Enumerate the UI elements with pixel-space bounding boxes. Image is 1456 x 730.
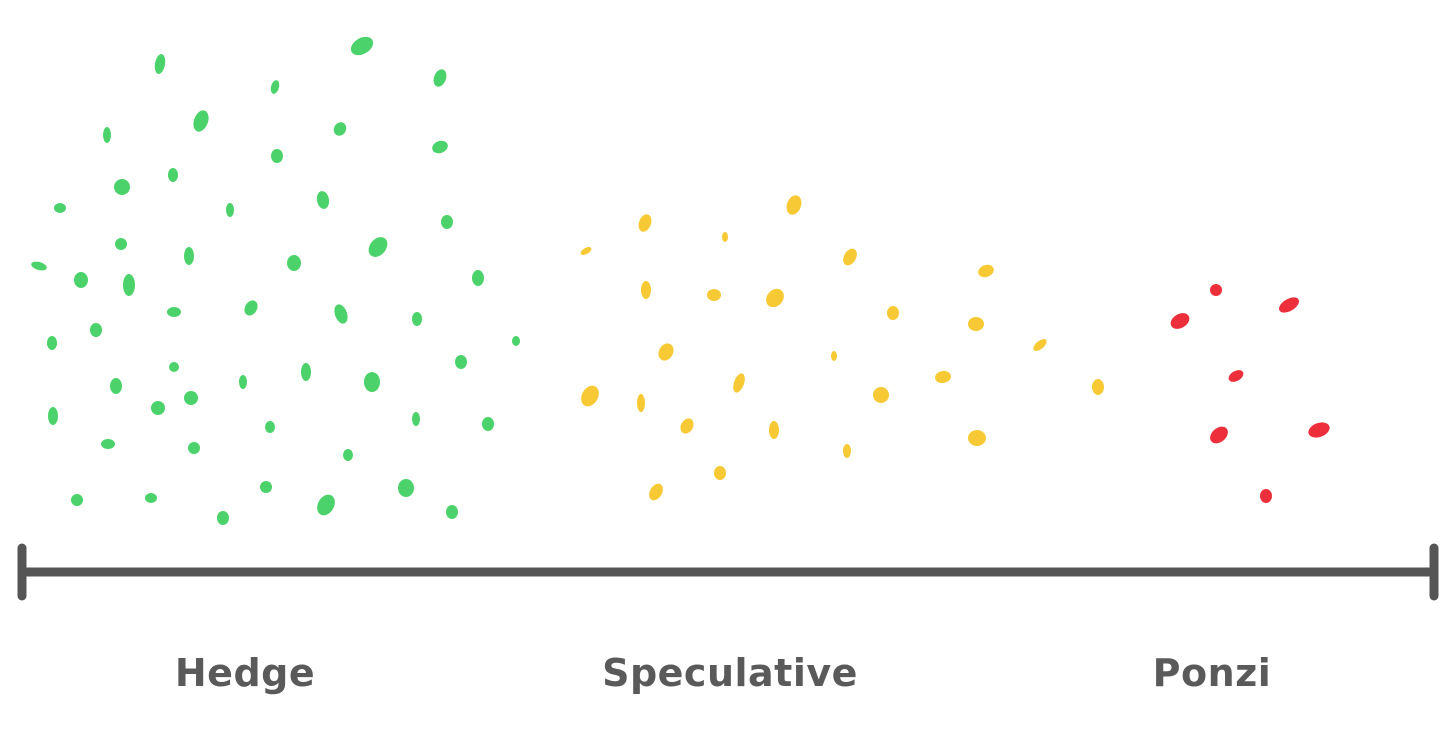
speculative-dot [722,232,728,242]
speculative-dot [1033,339,1047,351]
hedge-dot [301,363,311,381]
hedge-dot [184,247,194,265]
hedge-dot [333,122,347,136]
hedge-dot [47,336,57,350]
speculative-dot [641,281,651,299]
hedge-dot [193,110,209,132]
hedge-dot [412,312,422,326]
speculative-dot [649,483,663,501]
hedge-dot [167,307,181,317]
speculative-dots-cluster [580,195,1104,501]
speculative-dot [766,288,784,308]
hedge-dot [123,274,135,296]
speculative-dot [831,351,837,361]
ponzi-label: Ponzi [1152,651,1272,695]
hedge-dot [168,168,178,182]
hedge-label: Hedge [174,651,316,695]
hedge-dot [446,505,458,519]
hedge-dot [455,355,467,369]
hedge-dot [441,215,453,229]
hedge-dot [110,378,122,394]
speculative-dot [935,370,951,384]
hedge-dot [265,421,275,433]
speculative-label: Speculative [602,651,858,695]
speculative-dot [887,306,899,320]
hedge-dot [472,270,484,286]
hedge-dot [317,494,335,516]
hedge-dot [188,442,200,454]
speculative-dot [714,466,726,480]
hedge-dot [151,401,165,415]
speculative-dot [843,248,857,266]
speculative-dot [968,430,986,446]
hedge-dot [244,300,258,316]
hedge-dot [226,203,234,217]
speculative-dot [978,264,994,278]
ponzi-dot [1210,284,1222,296]
hedge-dot [71,494,83,506]
speculative-dot [968,317,984,331]
hedge-dot [364,372,380,392]
speculative-dot [637,394,645,412]
hedge-dot [48,407,58,425]
hedge-dot [115,238,127,250]
ponzi-dot [1308,422,1330,438]
hedge-dot [101,439,115,449]
hedge-dot [482,417,494,431]
ponzi-dots-cluster [1170,284,1330,503]
hedge-dot [368,237,388,257]
hedge-dot [114,179,130,195]
hedge-dot [145,493,157,503]
speculative-dot [580,247,592,255]
speculative-dot [658,343,674,361]
speculative-dot [680,418,694,434]
hedge-dot [74,272,88,288]
hedge-dot [271,149,283,163]
hedge-dots-cluster [31,36,520,525]
hedge-dot [287,255,301,271]
hedge-dot [334,304,348,324]
hedge-dot [433,69,447,87]
hedge-dot [31,261,47,271]
hedge-dot [412,412,420,426]
hedge-dot [103,127,111,143]
ponzi-dot [1228,370,1244,382]
speculative-dot [769,421,779,439]
spectrum-axis [17,543,1439,601]
hedge-dot [54,203,66,213]
hedge-dot [184,391,198,405]
speculative-dot [843,444,851,458]
hedge-dot [169,362,179,372]
hedge-dot [260,481,272,493]
hedge-dot [512,336,520,346]
ponzi-dot [1279,297,1299,313]
hedge-dot [316,191,330,209]
speculative-dot [638,214,652,232]
hedge-dot [239,375,247,389]
ponzi-dot [1260,489,1272,503]
ponzi-dot [1210,426,1228,444]
speculative-dot [873,387,889,403]
speculative-dot [707,289,721,301]
hedge-dot [90,323,102,337]
speculative-dot [786,195,802,215]
hedge-dot [343,449,353,461]
hedge-dot [154,54,166,74]
hedge-dot [270,80,280,94]
hedge-dot [350,36,374,56]
hedge-dot [432,140,448,154]
speculative-dot [733,373,745,393]
hedge-dot [217,511,229,525]
ponzi-dot [1170,313,1190,329]
hedge-dot [398,479,414,497]
speculative-dot [581,385,599,407]
speculative-dot [1092,379,1104,395]
